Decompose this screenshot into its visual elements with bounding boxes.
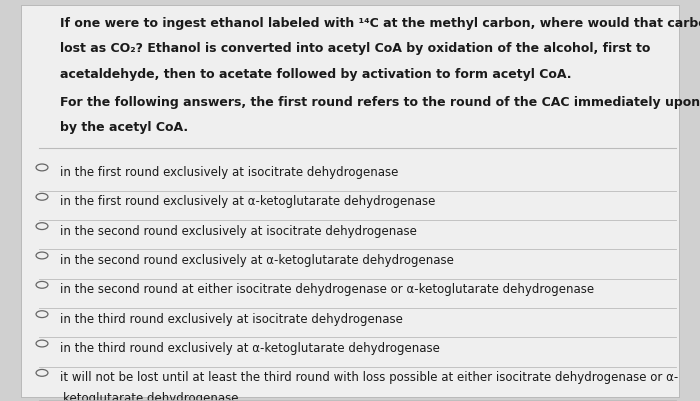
Text: If one were to ingest ethanol labeled with ¹⁴C at the methyl carbon, where would: If one were to ingest ethanol labeled wi… [60, 17, 700, 30]
Text: by the acetyl CoA.: by the acetyl CoA. [60, 121, 188, 134]
Text: in the second round at either isocitrate dehydrogenase or α-ketoglutarate dehydr: in the second round at either isocitrate… [60, 283, 594, 296]
Text: in the third round exclusively at isocitrate dehydrogenase: in the third round exclusively at isocit… [60, 312, 402, 325]
Text: in the first round exclusively at isocitrate dehydrogenase: in the first round exclusively at isocit… [60, 166, 398, 178]
Text: in the first round exclusively at α-ketoglutarate dehydrogenase: in the first round exclusively at α-keto… [60, 195, 435, 208]
Text: in the second round exclusively at α-ketoglutarate dehydrogenase: in the second round exclusively at α-ket… [60, 253, 454, 266]
Text: in the third round exclusively at α-ketoglutarate dehydrogenase: in the third round exclusively at α-keto… [60, 341, 440, 354]
Text: ketoglutarate dehydrogenase: ketoglutarate dehydrogenase [63, 391, 239, 401]
Text: in the second round exclusively at isocitrate dehydrogenase: in the second round exclusively at isoci… [60, 224, 416, 237]
Text: lost as CO₂? Ethanol is converted into acetyl CoA by oxidation of the alcohol, f: lost as CO₂? Ethanol is converted into a… [60, 42, 650, 55]
Text: For the following answers, the first round refers to the round of the CAC immedi: For the following answers, the first rou… [60, 96, 700, 109]
Text: acetaldehyde, then to acetate followed by activation to form acetyl CoA.: acetaldehyde, then to acetate followed b… [60, 67, 571, 80]
Text: it will not be lost until at least the third round with loss possible at either : it will not be lost until at least the t… [60, 371, 678, 383]
FancyBboxPatch shape [21, 6, 679, 397]
